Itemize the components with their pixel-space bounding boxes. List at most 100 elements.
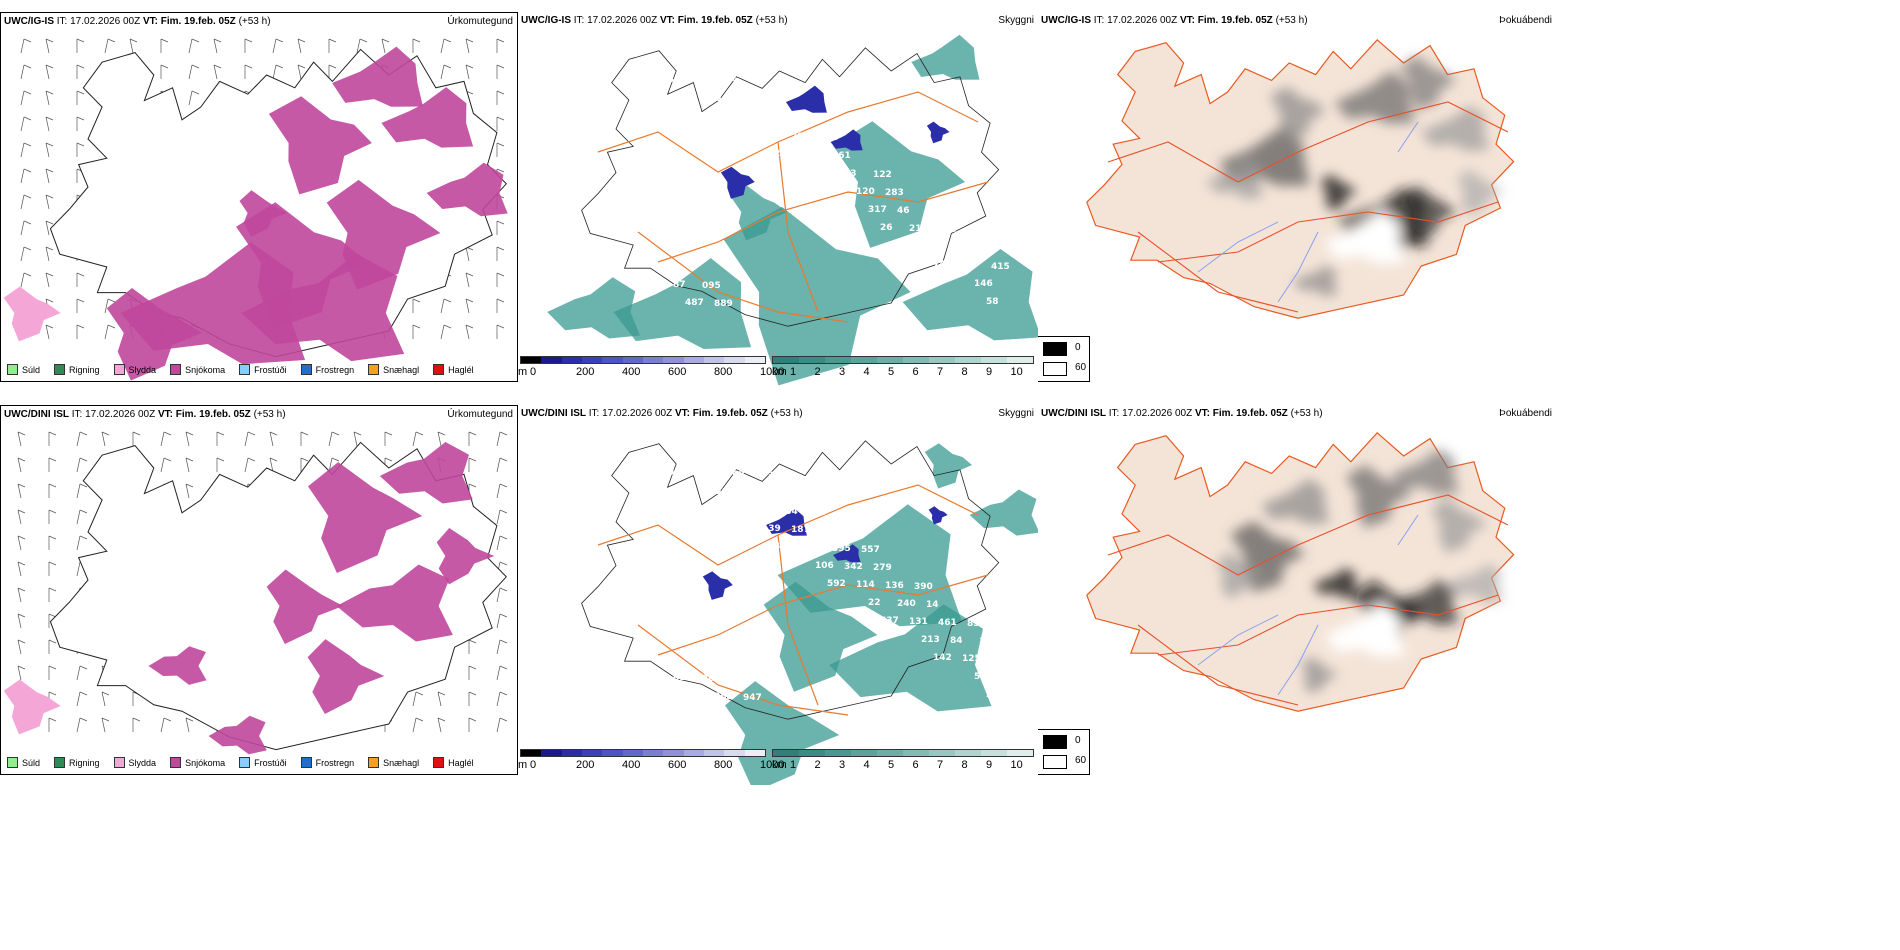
elevation-tick: 0 <box>530 366 537 378</box>
legend-swatch <box>239 364 251 375</box>
fog-swatch-max <box>1043 342 1067 356</box>
road-network <box>1107 494 1509 706</box>
legend-item: Frostúði <box>239 364 287 375</box>
wind-barb-icon <box>412 324 421 339</box>
wind-barb-icon <box>412 38 421 53</box>
peak-label: 114 <box>856 580 875 590</box>
wind-barb-icon <box>496 116 505 131</box>
wind-barb-icon <box>468 639 477 654</box>
peak-label: 279 <box>873 563 892 573</box>
fog-map <box>1086 431 1515 712</box>
visibility-map: 3081022071172674586613030431732146133136… <box>547 34 1038 386</box>
wind-barb-icon <box>216 431 225 446</box>
visibility-tick: 8 <box>961 759 968 771</box>
snowfall-area <box>436 528 495 585</box>
river-network <box>1197 121 1419 303</box>
peak-label: 964 <box>779 507 798 517</box>
elevation-tick: 400 <box>622 759 641 771</box>
wind-barb-icon <box>76 64 85 79</box>
low-visibility-area <box>723 206 911 386</box>
peak-label: 342 <box>844 562 863 572</box>
precip-header: UWC/IG-IS IT: 17.02.2026 00Z VT: Fim. 19… <box>4 16 271 27</box>
wind-barb-icon <box>20 38 32 54</box>
wind-barb-icon <box>465 298 474 314</box>
visibility-tick: 7 <box>937 759 944 771</box>
fog-index-shading <box>1216 448 1504 694</box>
peak-label: 79 <box>726 77 739 87</box>
wind-barb-icon <box>76 691 88 707</box>
fog-area <box>1456 169 1505 216</box>
legend-swatch <box>170 364 182 375</box>
wind-barb-icon <box>17 509 26 525</box>
wind-barb-icon <box>48 587 57 602</box>
visibility-tick: 6 <box>912 366 919 378</box>
peak-label: 110 <box>820 526 839 536</box>
low-visibility-area <box>829 604 992 712</box>
fog-min-label: 60 <box>1075 362 1087 373</box>
visibility-tick: 5 <box>888 759 895 771</box>
legend-label: Haglél <box>448 757 474 768</box>
wind-barb-icon <box>412 717 424 733</box>
fog-header: UWC/DINI ISL IT: 17.02.2026 00Z VT: Fim.… <box>1041 408 1323 419</box>
legend-item: Snjókoma <box>170 364 225 375</box>
high-terrain-area <box>830 129 863 151</box>
wind-barb-icon <box>76 509 88 525</box>
legend-swatch <box>300 364 312 375</box>
wind-barb-icon <box>496 220 505 235</box>
legend-item: Rigning <box>54 364 100 375</box>
visibility-tick: 9 <box>986 366 993 378</box>
fog-header: UWC/IG-IS IT: 17.02.2026 00Z VT: Fim. 19… <box>1041 15 1308 26</box>
visibility-colorbar <box>772 749 1034 757</box>
legend-label: Rigning <box>69 757 100 768</box>
peak-label: 282 <box>791 132 810 142</box>
snowfall-area <box>336 564 453 642</box>
low-visibility-area <box>969 489 1038 536</box>
precip-map <box>3 431 508 755</box>
peak-label: 106 <box>815 561 834 571</box>
visibility-tick: 6 <box>912 759 919 771</box>
peak-label: 120 <box>856 187 875 197</box>
precip-title: Úrkomutegund <box>447 16 513 27</box>
low-visibility-area <box>911 34 980 80</box>
wind-barb-icon <box>20 90 32 106</box>
wind-barb-icon <box>496 587 508 603</box>
legend-swatch <box>433 757 445 768</box>
fog-area <box>1312 567 1359 599</box>
legend-label: Snjókoma <box>185 757 226 768</box>
visibility-tick: 4 <box>863 759 870 771</box>
peak-label: 74 <box>933 260 946 270</box>
wind-barb-icon <box>188 64 200 80</box>
legend-item: Frostregn <box>300 757 354 768</box>
low-visibility-area <box>547 277 640 339</box>
wind-barb-icon <box>496 246 505 261</box>
peak-label: 136 <box>750 113 769 123</box>
wind-barb-icon <box>20 64 32 80</box>
elevation-tick: 200 <box>576 366 595 378</box>
wind-barb-icon <box>188 90 200 106</box>
river-network <box>1197 514 1419 696</box>
road-network <box>597 484 989 716</box>
peak-label: 557 <box>861 545 880 555</box>
rivers <box>1197 121 1419 303</box>
legend-item: Frostregn <box>300 364 354 375</box>
peak-label: 947 <box>743 693 762 703</box>
peak-label: 240 <box>897 599 916 609</box>
peak-label: 32 <box>921 242 934 252</box>
wind-barb-icon <box>132 431 141 446</box>
wind-barb-icon <box>101 717 110 733</box>
wind-barb-icon <box>20 220 32 236</box>
wind-barb-icon <box>48 535 57 550</box>
low-visibility-area <box>763 581 878 692</box>
peak-label: 202 <box>702 674 721 684</box>
wind-barb-icon <box>216 457 225 472</box>
wind-barb-icon <box>76 90 85 105</box>
peak-label: 415 <box>991 262 1010 272</box>
wind-barb-icon <box>496 691 508 707</box>
peak-label: 395 <box>832 544 851 554</box>
wind-barb-icon <box>48 431 57 446</box>
fog-area <box>1216 552 1265 599</box>
low-visibility-areas <box>547 34 1038 386</box>
wind-barb-icon <box>160 64 169 79</box>
elevation-unit: m <box>518 366 528 378</box>
fog-area <box>1445 564 1504 603</box>
